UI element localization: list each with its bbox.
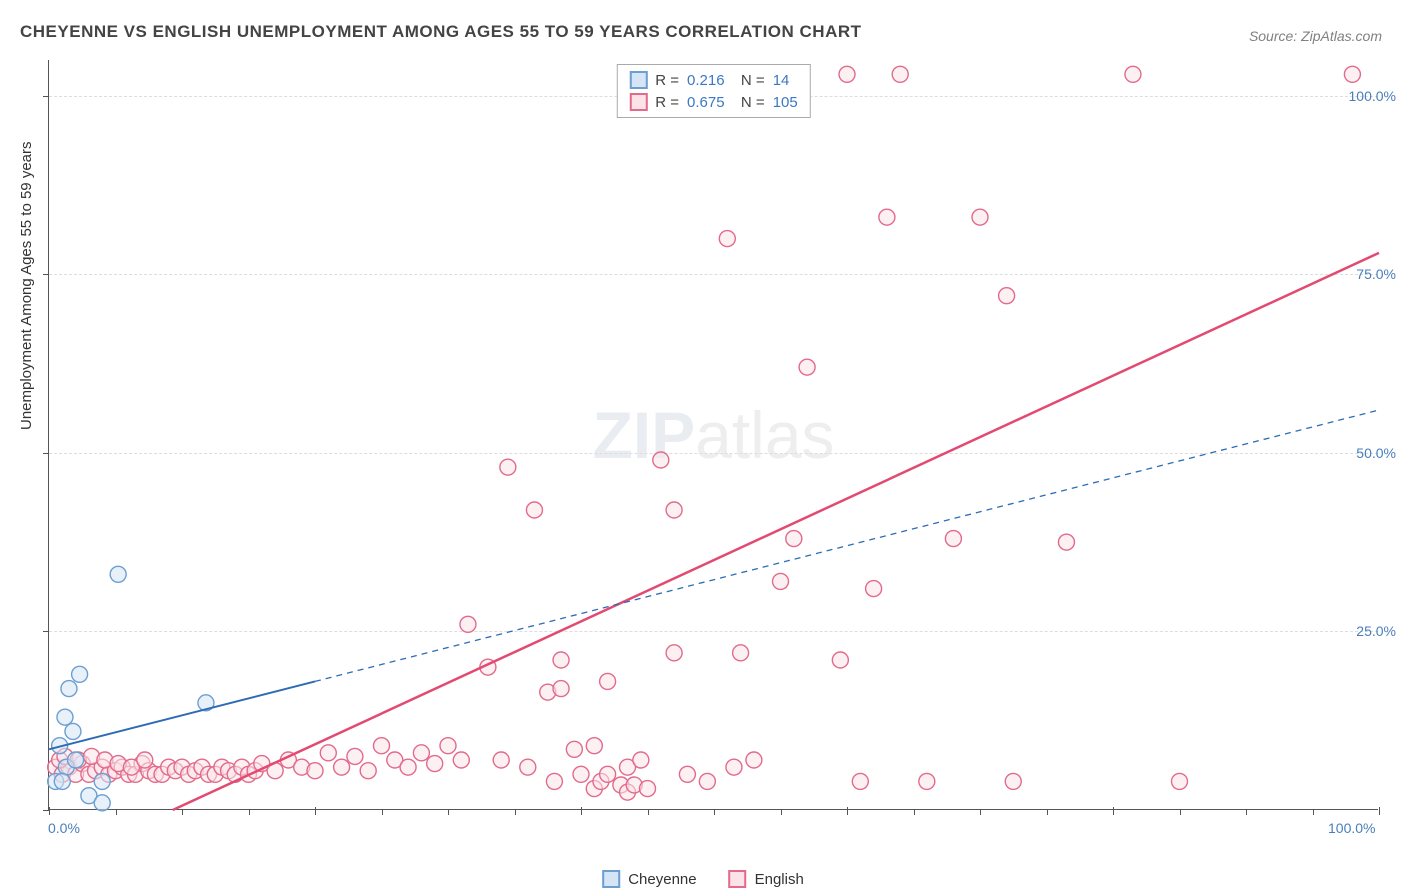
legend-swatch-cheyenne [602, 870, 620, 888]
y-axis-label: Unemployment Among Ages 55 to 59 years [18, 141, 35, 430]
y-tick-label: 25.0% [1356, 623, 1396, 639]
stats-row-cheyenne: R = 0.216 N = 14 [629, 69, 797, 91]
x-tick-label: 0.0% [48, 820, 80, 836]
legend-item-cheyenne: Cheyenne [602, 870, 696, 888]
legend-label-cheyenne: Cheyenne [628, 871, 696, 888]
stats-r-english: 0.675 [687, 94, 725, 111]
y-tick-label: 75.0% [1356, 266, 1396, 282]
scatter-chart-svg [49, 60, 1378, 809]
y-tick-label: 50.0% [1356, 445, 1396, 461]
legend-item-english: English [729, 870, 804, 888]
swatch-english [629, 93, 647, 111]
stats-row-english: R = 0.675 N = 105 [629, 91, 797, 113]
stats-n-cheyenne: 14 [773, 72, 790, 89]
legend-label-english: English [755, 871, 804, 888]
x-tick-label: 100.0% [1328, 820, 1375, 836]
swatch-cheyenne [629, 71, 647, 89]
chart-title: CHEYENNE VS ENGLISH UNEMPLOYMENT AMONG A… [20, 22, 862, 42]
legend-swatch-english [729, 870, 747, 888]
stats-n-english: 105 [773, 94, 798, 111]
stats-r-label: R = [655, 94, 679, 111]
stats-r-label: R = [655, 72, 679, 89]
stats-n-label: N = [733, 72, 765, 89]
plot-area: ZIPatlas R = 0.216 N = 14 R = 0.675 N = … [48, 60, 1378, 810]
y-tick-label: 100.0% [1349, 88, 1396, 104]
source-attribution: Source: ZipAtlas.com [1249, 28, 1382, 44]
legend: Cheyenne English [602, 870, 804, 888]
correlation-stats-box: R = 0.216 N = 14 R = 0.675 N = 105 [616, 64, 810, 118]
stats-n-label: N = [733, 94, 765, 111]
stats-r-cheyenne: 0.216 [687, 72, 725, 89]
